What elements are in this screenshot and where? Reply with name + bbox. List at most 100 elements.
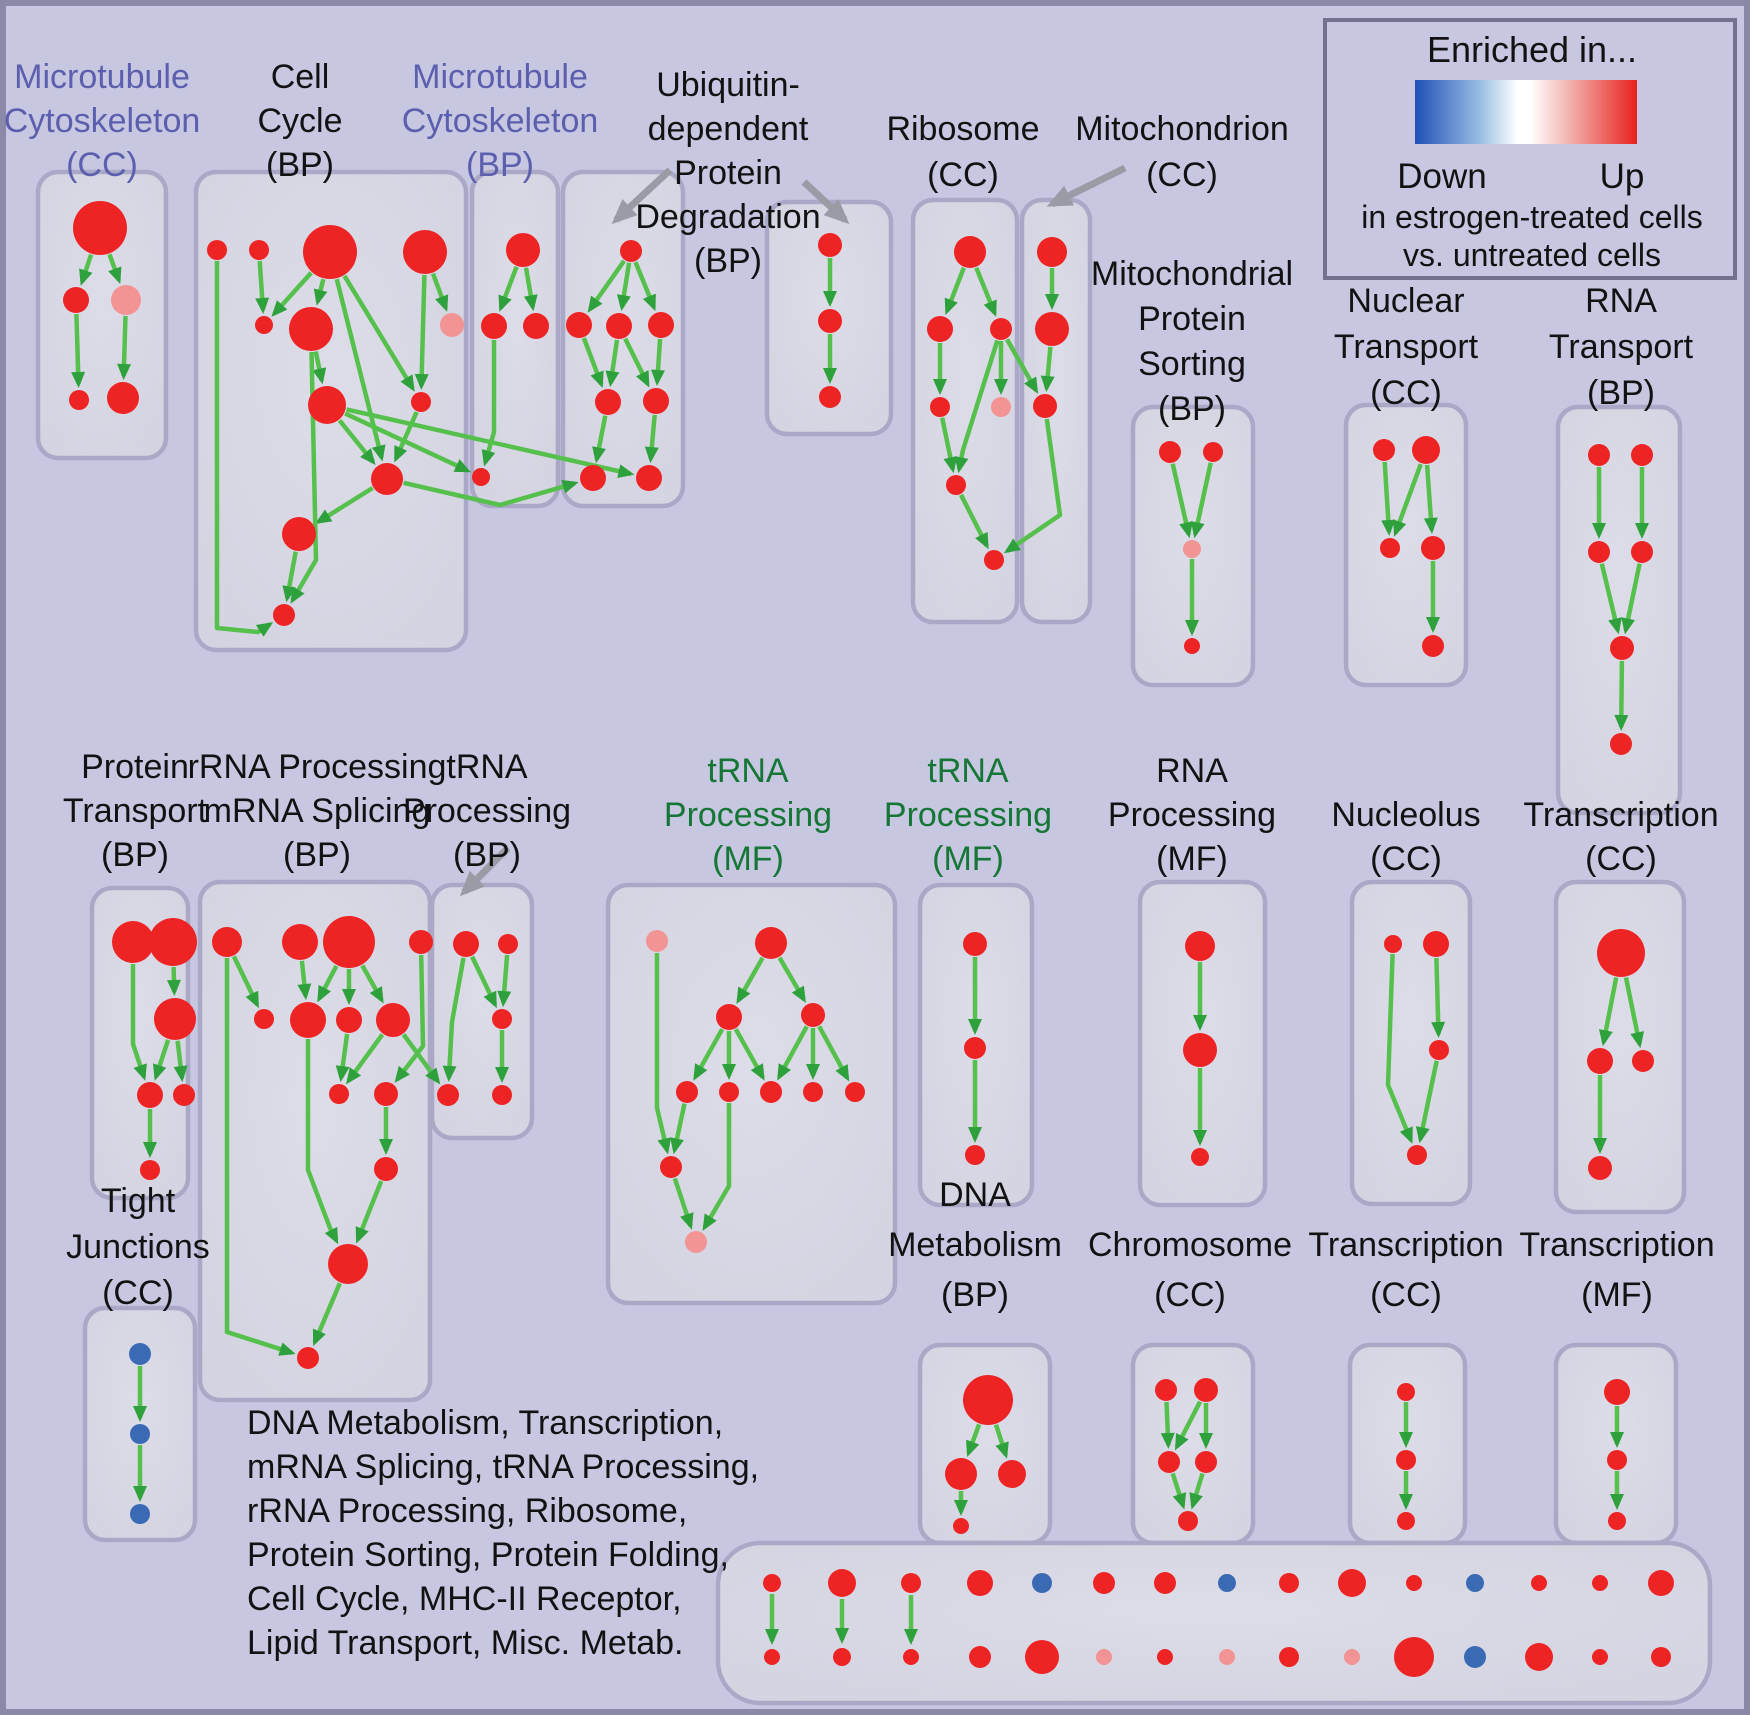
node-cc2 [249, 240, 269, 260]
node-rt6 [1610, 733, 1632, 755]
edge-cc1-to-cc12 [214, 261, 274, 637]
node-rb1 [954, 236, 986, 268]
node-rr2 [282, 924, 318, 960]
edge-cc8-to-ub8 [346, 407, 635, 478]
node-rt1 [1588, 444, 1610, 466]
node-tr4 [1588, 1156, 1612, 1180]
node-rr13 [297, 1347, 319, 1369]
edge-ub6-to-ub8 [644, 414, 659, 464]
node-mt2 [1035, 312, 1069, 346]
node-mp2 [1203, 442, 1223, 462]
node-mcb1 [506, 233, 540, 267]
strip-node-bottom-8 [1219, 1649, 1235, 1665]
strip-node-top-9 [1279, 1573, 1299, 1593]
strip-node-top-10 [1338, 1569, 1366, 1597]
node-uq2 [818, 309, 842, 333]
edge-ub3-to-ub5 [605, 339, 620, 388]
legend-title: Enriched in... [1427, 29, 1637, 70]
box-mixed-terms-strip [715, 1540, 1713, 1706]
node-ub7 [580, 465, 606, 491]
edge-mcb2-to-mcb4 [481, 340, 497, 467]
label-rrna-processing-mrna-splicing-bp: rRNA Processing mRNA Splicing (BP) [188, 748, 447, 874]
edge-cc3-to-cc6 [313, 278, 328, 306]
node-rr5 [254, 1009, 274, 1029]
edge-pt2-to-pt3 [166, 966, 181, 996]
node-dm3 [998, 1460, 1026, 1488]
pointer-trna-bp [459, 845, 511, 897]
node-rb2 [927, 316, 953, 342]
edge-mp2-to-mp3 [1190, 462, 1213, 539]
node-nt5 [1422, 635, 1444, 657]
node-tm10 [660, 1156, 682, 1178]
edge-mcc2-to-mcc4 [71, 313, 86, 388]
node-tm3 [716, 1004, 742, 1030]
edge-nl1-to-nl4 [1385, 953, 1413, 1144]
edge-ub1-to-ub3 [616, 262, 632, 312]
node-mcb3 [523, 313, 549, 339]
label-ubiquitin-dependent-protein-degradation-bp: Ubiquitin-dependent Protein Degradation (BP… [635, 66, 820, 280]
node-mt3 [1033, 394, 1057, 418]
node-cc4 [403, 230, 447, 274]
edge-ub2-to-ub5 [581, 337, 604, 388]
legend-sub1: in estrogen-treated cells [1361, 199, 1703, 235]
node-tj2 [130, 1424, 150, 1444]
legend-sub2: vs. untreated cells [1403, 237, 1661, 273]
edge-dm1-to-dm3 [993, 1424, 1009, 1459]
edge-rr8-to-rr9 [346, 1033, 385, 1085]
edge-rr6-to-rr12 [305, 1039, 339, 1245]
node-tm11 [685, 1231, 707, 1253]
edge-rr4-to-rr10 [394, 954, 426, 1083]
label-chromosome-cc: Chromosome (CC) [1088, 1226, 1292, 1314]
edge-ch1-to-ch3 [1160, 1401, 1175, 1449]
strip-node-bottom-14 [1592, 1649, 1608, 1665]
node-rr12 [328, 1244, 368, 1284]
node-nt1 [1373, 439, 1395, 461]
edge-tr1-to-tr2 [1599, 977, 1619, 1047]
edge-rb6-to-rb7 [958, 493, 989, 550]
node-rb3 [990, 318, 1012, 340]
strip-node-bottom-1 [764, 1649, 780, 1665]
node-ts3 [965, 1145, 985, 1165]
node-uq3 [819, 386, 841, 408]
node-rr11 [374, 1157, 398, 1181]
node-ts2 [964, 1037, 986, 1059]
node-tb4 [437, 1084, 459, 1106]
edge-cc6-to-cc8 [312, 351, 327, 385]
strip-node-bottom-13 [1525, 1643, 1553, 1671]
node-ub6 [643, 388, 669, 414]
label-mitochondrion-cc: Mitochondrion (CC) [1075, 110, 1289, 194]
strip-node-bottom-3 [903, 1649, 919, 1665]
edge-tm1-to-tm10 [654, 953, 672, 1155]
label-rna-transport-bp: RNA Transport (BP) [1549, 282, 1694, 412]
node-cc5 [255, 316, 273, 334]
strip-node-top-8 [1218, 1574, 1236, 1592]
node-cc11 [282, 517, 316, 551]
node-rr6 [290, 1002, 326, 1038]
edge-rt4-to-rt5 [1621, 563, 1642, 635]
strip-node-top-12 [1466, 1574, 1484, 1592]
node-ub2 [566, 312, 592, 338]
node-rp3 [1191, 1148, 1209, 1166]
node-rr7 [336, 1007, 362, 1033]
edge-pt1-to-pt4 [130, 964, 147, 1081]
node-mt1 [1037, 237, 1067, 267]
strip-node-bottom-12 [1464, 1646, 1486, 1668]
label-nuclear-transport-cc: Nuclear Transport (CC) [1334, 282, 1479, 412]
strip-node-top-4 [967, 1570, 993, 1596]
edge-pt3-to-pt5 [173, 1040, 188, 1083]
edge-mcc3-to-mcc5 [117, 315, 132, 380]
node-cc1 [207, 240, 227, 260]
node-t21 [1397, 1383, 1415, 1401]
node-mcc4 [69, 390, 89, 410]
node-rt4 [1631, 541, 1653, 563]
node-tb3 [492, 1009, 512, 1029]
node-mcc1 [73, 201, 127, 255]
node-pt2 [149, 918, 197, 966]
node-pt1 [112, 921, 154, 963]
edge-mcb1-to-mcb3 [523, 267, 538, 312]
node-rr1 [212, 927, 242, 957]
edge-rr2-to-rr6 [297, 960, 312, 1001]
node-pt6 [140, 1160, 160, 1180]
edge-tb1-to-tb3 [470, 955, 498, 1009]
